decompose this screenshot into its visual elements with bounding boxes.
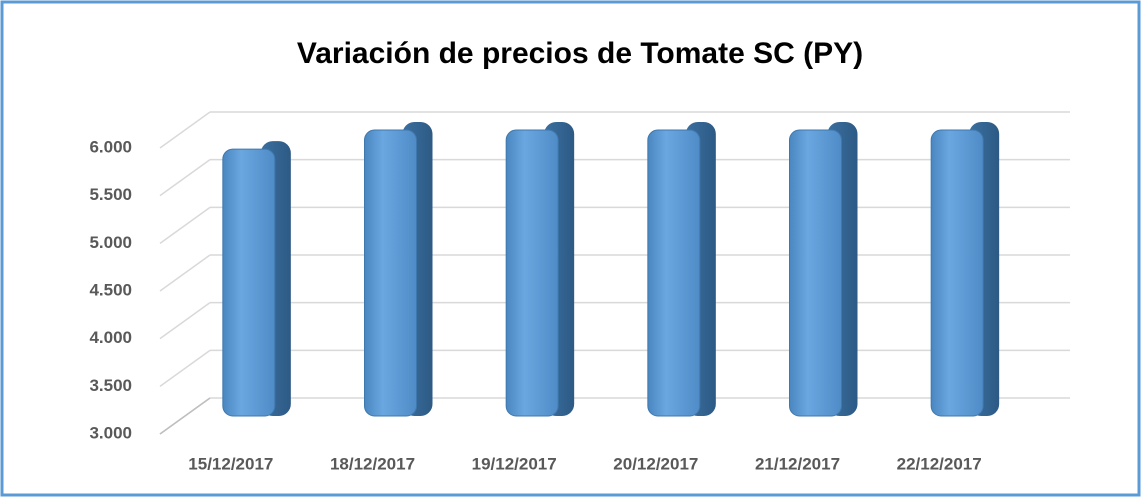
y-tick-label: 5.000: [89, 233, 132, 252]
x-tick-label: 22/12/2017: [897, 454, 982, 473]
x-tick-label: 15/12/2017: [188, 454, 273, 473]
grid-line-depth: [159, 302, 211, 340]
y-tick-label: 4.000: [89, 328, 132, 347]
y-tick-label: 3.500: [89, 376, 132, 395]
bar: [789, 129, 842, 417]
bar: [364, 129, 417, 417]
bar: [647, 129, 701, 417]
y-tick-label: 4.500: [89, 280, 132, 299]
x-tick-label: 19/12/2017: [472, 454, 557, 473]
y-tick-label: 5.500: [89, 185, 132, 204]
bar: [222, 148, 276, 417]
x-tick-label: 20/12/2017: [613, 454, 698, 473]
grid-line-depth: [159, 111, 211, 149]
axis-floor: [159, 397, 211, 435]
y-tick-label: 6.000: [89, 137, 132, 156]
bar: [505, 129, 559, 417]
grid-line-depth: [159, 349, 211, 387]
y-tick-label: 3.000: [89, 423, 132, 442]
x-tick-label: 18/12/2017: [330, 454, 415, 473]
grid-line-depth: [159, 159, 211, 197]
bar: [930, 129, 984, 417]
x-tick-label: 21/12/2017: [755, 454, 840, 473]
grid-line-depth: [159, 254, 211, 292]
grid-line-depth: [159, 206, 211, 244]
chart-title: Variación de precios de Tomate SC (PY): [297, 37, 863, 70]
